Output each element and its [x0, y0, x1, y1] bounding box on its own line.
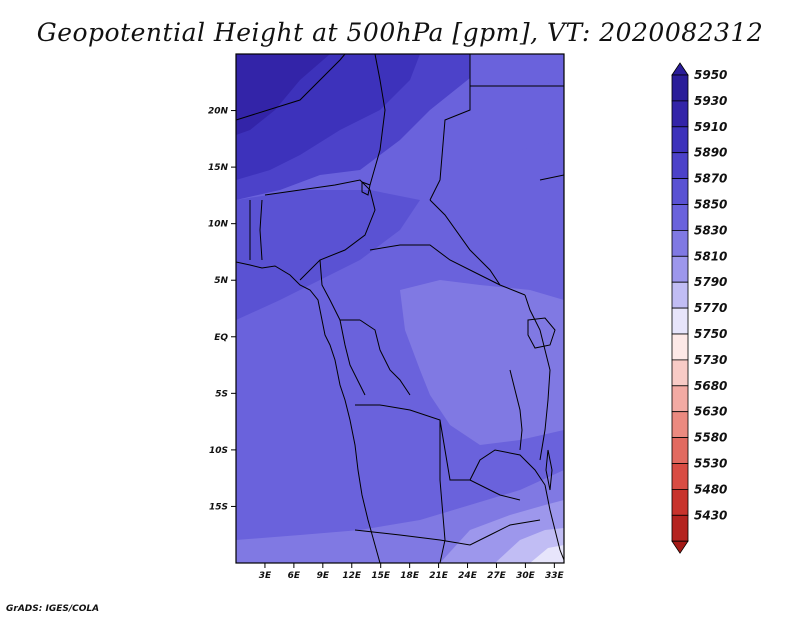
colorbar-label: 5770 — [694, 301, 727, 315]
x-tick-label: 3E — [259, 571, 272, 581]
colorbar-swatch — [671, 488, 689, 516]
lake-malawi — [545, 449, 553, 491]
x-tick-label: 30E — [516, 571, 536, 581]
border-se-coast — [544, 484, 564, 561]
colorbar-swatch — [671, 204, 689, 231]
field-5830-center — [400, 280, 564, 445]
colorbar-label: 5480 — [694, 482, 727, 496]
field-5770-southeast — [530, 545, 564, 563]
y-tick-label: 15N — [208, 163, 229, 173]
field-5930-north — [236, 54, 330, 135]
colorbar-label: 5750 — [694, 327, 727, 341]
border-niger-chad — [236, 54, 346, 121]
colorbar-swatch — [671, 463, 689, 490]
y-tick-label: 10S — [209, 446, 228, 456]
x-tick-label: 33E — [545, 571, 565, 581]
colorbar-swatch — [671, 178, 689, 205]
border-algeria-libya — [369, 54, 386, 186]
colorbar-swatch — [671, 333, 689, 361]
x-tick-label: 27E — [487, 571, 507, 581]
map-title: Geopotential Height at 500hPa [gpm], VT:… — [36, 18, 764, 47]
map-frame — [235, 53, 565, 564]
colorbar-label: 5930 — [694, 94, 727, 108]
colorbar-label: 5730 — [694, 353, 727, 367]
y-tick-label: EQ — [214, 333, 228, 343]
x-tick-label: 9E — [317, 571, 330, 581]
border-lake-tanganyika — [509, 369, 523, 451]
colorbar-label: 5890 — [694, 146, 727, 160]
colorbar-swatch — [671, 437, 689, 464]
coastline-gulf-of-guinea — [236, 261, 381, 563]
colorbar-swatch — [671, 359, 689, 387]
border-car — [369, 244, 526, 296]
country-borders — [236, 54, 564, 563]
border-ne — [539, 174, 564, 181]
y-tick-label: 20N — [208, 107, 229, 117]
colorbar-swatch — [671, 74, 689, 102]
colorbar-swatch — [671, 255, 689, 283]
colorbar-label: 5850 — [694, 198, 727, 212]
y-tick-label: 10N — [208, 220, 229, 230]
x-tick-label: 21E — [429, 571, 449, 581]
colorbar-label: 5630 — [694, 405, 727, 419]
colorbar-label: 5870 — [694, 172, 727, 186]
border-cameroon — [319, 259, 360, 321]
colorbar-swatch — [671, 152, 689, 179]
x-tick-label: 12E — [342, 571, 362, 581]
colorbar-top-arrow — [671, 62, 689, 76]
border-chad-sudan — [429, 199, 501, 286]
colorbar-label: 5830 — [694, 223, 727, 237]
border-congo — [339, 319, 366, 396]
border-libya-egypt — [429, 54, 471, 201]
border-nigeria — [264, 179, 376, 281]
colorbar-swatch — [671, 385, 689, 413]
colorbar-label: 5910 — [694, 120, 727, 134]
colorbar-swatch — [671, 126, 689, 154]
colorbar-swatch — [671, 514, 689, 542]
field-5870-west — [236, 190, 420, 320]
grads-credit: GrADS: IGES/COLA — [6, 604, 100, 614]
y-tick-label: 15S — [209, 502, 228, 512]
colorbar-label: 5950 — [694, 68, 727, 82]
border-drc-south — [355, 404, 521, 501]
border-angola-east — [439, 420, 446, 563]
colorbar-label: 5810 — [694, 249, 727, 263]
colorbar-swatch — [671, 307, 689, 335]
colorbar-label: 5530 — [694, 457, 727, 471]
colorbar-label: 5680 — [694, 379, 727, 393]
colorbar: 5950 5930 5910 5890 5870 5850 5830 5810 5790 5770… — [671, 62, 727, 554]
colorbar-swatch — [671, 411, 689, 439]
colorbar-label: 5790 — [694, 275, 727, 289]
colorbar-swatch — [671, 281, 689, 309]
colorbar-swatch — [671, 100, 689, 128]
border-benin — [259, 199, 263, 261]
longitude-axis: 3E 6E 9E 12E 15E 18E 21E 24E 27E 30E 33E — [259, 563, 565, 581]
colorbar-label: 5430 — [694, 508, 727, 522]
x-tick-label: 18E — [400, 571, 420, 581]
border-namibia — [354, 519, 541, 546]
y-tick-label: 5S — [215, 389, 228, 399]
x-tick-label: 15E — [371, 571, 391, 581]
colorbar-swatch — [671, 229, 689, 257]
border-drc-west — [359, 319, 411, 396]
colorbar-bottom-arrow — [671, 540, 689, 554]
lake-chad — [361, 181, 371, 196]
x-tick-label: 24E — [458, 571, 478, 581]
latitude-axis: 20N 15N 10N 5N EQ 5S 10S 15S — [208, 107, 236, 512]
colorbar-label: 5580 — [694, 431, 727, 445]
geopotential-field — [236, 54, 564, 563]
lake-victoria — [527, 317, 556, 349]
border-east-africa — [524, 294, 551, 461]
y-tick-label: 5N — [214, 276, 228, 286]
border-zambia — [469, 449, 546, 486]
x-tick-label: 6E — [288, 571, 301, 581]
